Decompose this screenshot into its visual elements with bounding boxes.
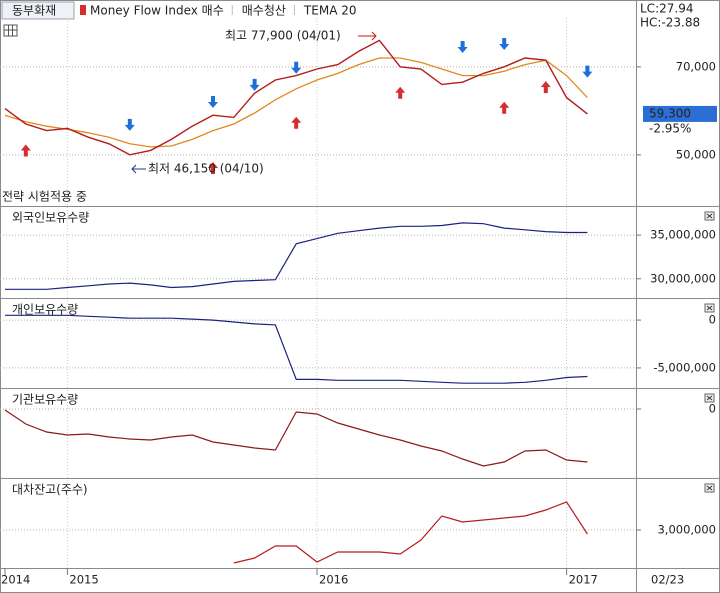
x-tick-label: 2016: [319, 573, 348, 587]
x-tick-label: 2017: [569, 573, 598, 587]
sell-arrow: [457, 41, 468, 54]
sell-arrow: [208, 96, 218, 109]
sell-arrow: [291, 61, 302, 74]
y-tick-label: 70,000: [676, 59, 716, 73]
buy-arrow: [499, 101, 510, 114]
annotation-arrow: [358, 31, 377, 41]
chart-title: 동부화재: [12, 4, 56, 18]
y-tick-label: -5,000,000: [653, 360, 716, 374]
annotation: 최저 46,150 (04/10): [148, 162, 264, 176]
legend-swatch: [293, 5, 295, 15]
y-tick-label: 35,000,000: [650, 228, 716, 242]
holding-line: [5, 222, 588, 290]
buy-arrow: [395, 86, 406, 99]
close-icon: [706, 485, 713, 491]
indicator-label: LC:27.94: [640, 2, 693, 16]
buy-arrow: [208, 162, 218, 175]
x-tick-label: 2015: [69, 573, 98, 587]
indicator-label: HC:-23.88: [640, 16, 700, 30]
holding-line: [4, 409, 588, 467]
y-tick-label: 0: [709, 402, 716, 416]
y-tick-label: 50,000: [676, 147, 716, 161]
holding-line: [233, 501, 588, 564]
sell-arrow: [249, 78, 260, 91]
grid-icon: [3, 24, 18, 37]
panel-title: 대차잔고(주수): [12, 483, 88, 497]
y-tick-label: 0: [709, 313, 716, 327]
annotation: 최고 77,900 (04/01): [225, 29, 341, 43]
legend-label: 매수청산: [242, 4, 286, 18]
change-label: -2.95%: [649, 121, 691, 135]
y-tick-label: 30,000,000: [650, 271, 716, 285]
panel-title: 외국인보유수량: [12, 211, 89, 225]
legend-label: TEMA 20: [303, 4, 357, 18]
holding-line: [5, 314, 588, 384]
legend-label: Money Flow Index 매수: [90, 4, 224, 18]
legend-swatch: [231, 5, 233, 15]
close-icon: [706, 395, 713, 401]
close-icon: [706, 305, 713, 311]
tema-line: [4, 57, 588, 148]
current-price-label: 59,300: [649, 106, 691, 120]
x-tick-label: 2014: [1, 573, 30, 587]
buy-arrow: [540, 81, 551, 94]
sell-arrow: [499, 37, 510, 50]
legend-swatch: [80, 5, 86, 15]
sell-arrow: [124, 118, 135, 131]
buy-arrow: [20, 144, 31, 157]
close-icon: [706, 213, 713, 219]
annotation-arrow: [131, 164, 146, 174]
current-price-box: [643, 105, 717, 122]
panel-title: 개인보유수량: [12, 303, 78, 317]
title-box: [1, 1, 75, 20]
date-label: 02/23: [651, 573, 684, 587]
annotation: 전략 시험적용 중: [2, 190, 87, 204]
sell-arrow: [582, 65, 593, 78]
price-line: [4, 39, 588, 156]
y-tick-label: 3,000,000: [657, 523, 716, 537]
buy-arrow: [291, 116, 302, 129]
panel-title: 기관보유수량: [12, 393, 78, 407]
